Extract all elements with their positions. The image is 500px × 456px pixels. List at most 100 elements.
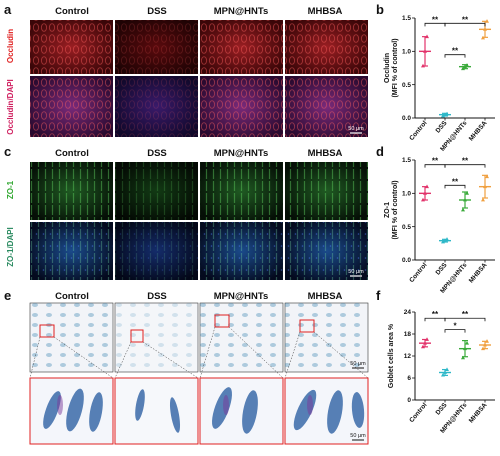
significance-bracket — [444, 54, 466, 58]
x-tick-label: DSS — [435, 261, 449, 276]
data-point — [421, 63, 425, 68]
x-tick-label: Control — [408, 262, 428, 284]
data-point — [465, 191, 469, 195]
significance-label: ** — [432, 15, 439, 24]
panel-a-images — [30, 20, 368, 137]
data-point — [445, 367, 449, 371]
panel-c-col-dss: DSS — [147, 148, 167, 159]
panel-c-row-zo1-dapi: ZO-1/DAPI — [6, 227, 15, 267]
data-point — [463, 197, 467, 202]
x-tick-label: MHBSA — [468, 120, 489, 143]
panel-d-label: d — [376, 144, 384, 159]
data-point — [423, 191, 427, 195]
data-point — [485, 19, 489, 23]
panel-e-scale-text-bottom: 50 μm — [350, 433, 366, 439]
data-point — [441, 239, 445, 244]
significance-bracket — [444, 329, 466, 333]
data-point — [443, 370, 447, 374]
panel-e-col-control: Control — [55, 291, 89, 302]
y-axis-label: Goblet cells area % — [388, 323, 395, 388]
y-tick-label: 6 — [407, 375, 411, 382]
significance-label: ** — [462, 157, 469, 166]
data-point — [421, 197, 425, 202]
data-point — [463, 64, 467, 69]
chart-d: 0.0 0.5 1.0 1.5 ZO-1 (MFI % of control) Contro… — [384, 157, 495, 295]
significance-label: ** — [462, 15, 469, 24]
panel-a-scale-text: 50 μm — [348, 126, 364, 132]
panel-a-col-dss: DSS — [147, 6, 167, 17]
panel-f-label: f — [376, 288, 381, 303]
significance-bracket — [444, 164, 486, 168]
y-tick-label: 1.0 — [402, 49, 411, 56]
panel-e-col-dss: DSS — [147, 291, 167, 302]
data-point — [425, 184, 429, 189]
data-point — [441, 372, 445, 377]
panel-a-col-mhbsa: MHBSA — [308, 6, 343, 17]
data-point — [463, 346, 467, 351]
x-tick-label: DSS — [435, 401, 449, 416]
data-point — [465, 340, 469, 345]
y-tick-label: 1.5 — [402, 15, 411, 22]
panel-a-label: a — [4, 2, 12, 17]
data-point — [443, 238, 447, 243]
data-point — [421, 344, 425, 349]
y-axis-label-2: (MFI % of control) — [392, 180, 399, 239]
data-point — [425, 337, 429, 341]
y-tick-label: 1.5 — [402, 157, 411, 164]
panel-c-images — [30, 162, 368, 280]
significance-label: ** — [432, 157, 439, 166]
x-tick-label: MHBSA — [468, 402, 489, 425]
data-point — [465, 63, 469, 67]
y-tick-label: 0.5 — [402, 224, 411, 231]
data-point — [483, 342, 487, 347]
data-point — [423, 49, 427, 53]
y-tick-label: 24 — [404, 309, 412, 316]
data-point — [461, 207, 465, 212]
y-tick-label: 1.0 — [402, 191, 411, 198]
x-tick-label: DSS — [435, 119, 449, 134]
significance-bracket — [444, 317, 486, 322]
y-tick-label: 0.5 — [402, 82, 411, 89]
significance-label: ** — [432, 310, 439, 319]
y-tick-label: 18 — [404, 331, 412, 338]
y-axis-label: Occludin — [384, 53, 391, 83]
data-point — [481, 346, 485, 351]
data-point — [481, 35, 485, 40]
significance-bracket — [444, 22, 486, 27]
panel-a-row-occludin: Occludin — [6, 29, 15, 63]
panel-c-col-mpn: MPN@HNTs — [214, 148, 268, 159]
panel-a-col-mpn: MPN@HNTs — [214, 6, 268, 17]
panel-a-row-occludin-dapi: Occludin/DAPI — [6, 79, 15, 135]
data-point — [423, 340, 427, 345]
significance-bracket — [444, 184, 466, 189]
data-point — [461, 66, 465, 71]
panel-c-col-control: Control — [55, 148, 89, 159]
data-point — [483, 27, 487, 31]
x-tick-label: Control — [408, 402, 428, 424]
data-point — [441, 113, 445, 118]
y-tick-label: 0.0 — [402, 115, 411, 122]
panel-c-col-mhbsa: MHBSA — [308, 148, 343, 159]
significance-label: ** — [462, 310, 469, 319]
data-point — [485, 174, 489, 179]
y-axis-label-2: (MFI % of control) — [392, 38, 399, 97]
panel-c-row-zo1: ZO-1 — [6, 180, 15, 199]
panel-a-col-control: Control — [55, 6, 89, 17]
significance-label: * — [453, 322, 457, 331]
data-point — [425, 34, 429, 39]
significance-label: ** — [452, 47, 459, 56]
data-point — [445, 237, 449, 241]
panel-e-images — [29, 302, 369, 445]
data-point — [481, 197, 485, 202]
panel-e-label: e — [4, 288, 11, 303]
y-tick-label: 0 — [407, 397, 411, 404]
panel-e-col-mhbsa: MHBSA — [308, 291, 343, 302]
y-axis-label: ZO-1 — [384, 202, 391, 218]
panel-e-col-mpn: MPN@HNTs — [214, 291, 268, 302]
y-tick-label: 12 — [404, 353, 412, 360]
data-point — [461, 355, 465, 360]
y-tick-label: 0.0 — [402, 257, 411, 264]
panel-c-scale-text: 50 μm — [348, 269, 364, 275]
